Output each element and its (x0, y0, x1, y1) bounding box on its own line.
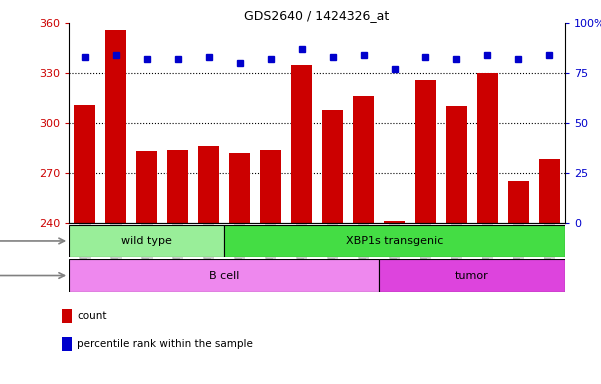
Text: count: count (77, 311, 106, 321)
Bar (62, 337, 72, 351)
Bar (224, 225, 565, 257)
Bar (62, 310, 72, 323)
Bar (291, 65, 313, 223)
Text: wild type: wild type (121, 236, 172, 246)
Text: percentile rank within the sample: percentile rank within the sample (77, 339, 253, 349)
Bar (69, 259, 379, 292)
Title: GDS2640 / 1424326_at: GDS2640 / 1424326_at (245, 9, 389, 22)
Bar (353, 96, 374, 223)
Text: tumor: tumor (455, 270, 489, 281)
Bar (74, 104, 96, 223)
Bar (383, 221, 405, 223)
Bar (445, 106, 468, 223)
Text: XBP1s transgenic: XBP1s transgenic (346, 236, 443, 246)
Bar (538, 159, 560, 223)
Bar (415, 79, 436, 223)
Bar (508, 181, 529, 223)
Bar (166, 149, 189, 223)
Bar (136, 151, 157, 223)
Bar (198, 146, 219, 223)
Bar (260, 149, 281, 223)
Bar (477, 73, 498, 223)
Bar (105, 30, 126, 223)
Bar (69, 225, 224, 257)
Bar (229, 153, 251, 223)
Bar (322, 109, 343, 223)
Text: B cell: B cell (209, 270, 239, 281)
Bar (379, 259, 565, 292)
